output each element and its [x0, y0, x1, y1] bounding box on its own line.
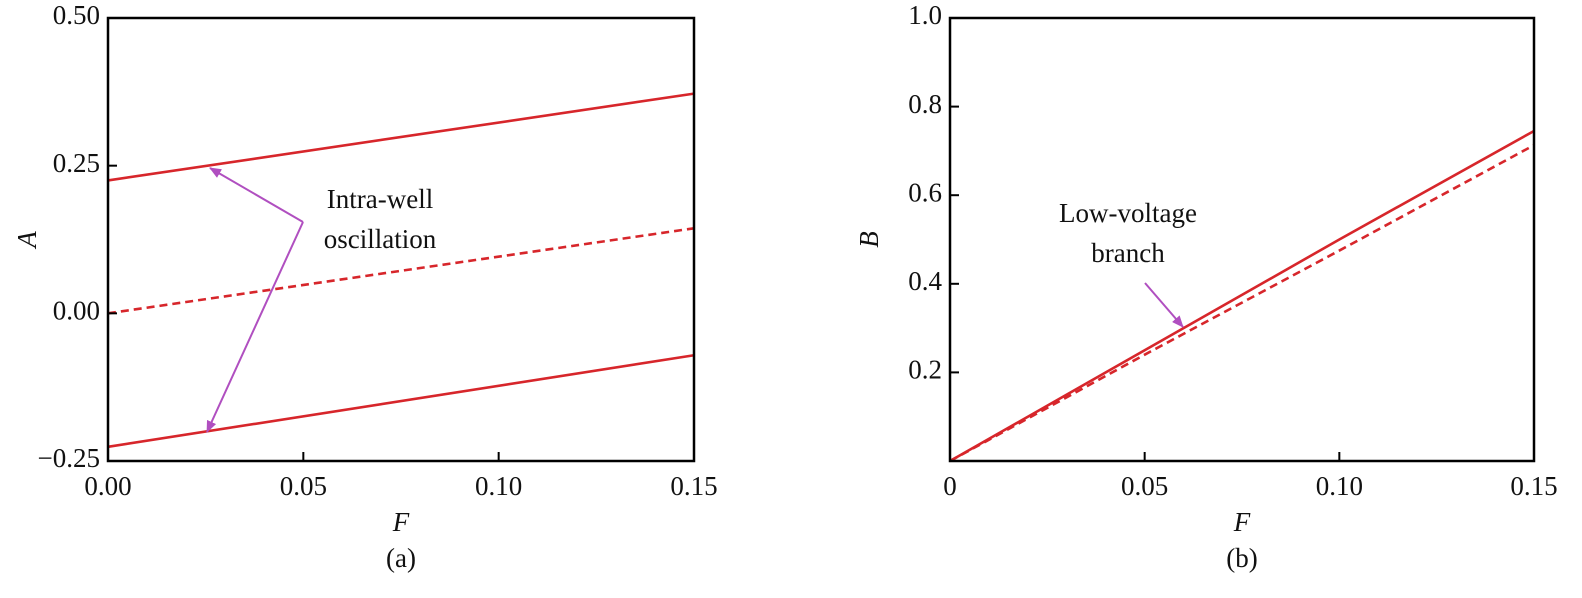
annotation-arrow	[206, 221, 304, 433]
plot-frame	[106, 16, 696, 463]
x-tick-label: 0	[943, 471, 957, 501]
y-tick-label: 0.6	[908, 177, 942, 207]
x-tick-label: 0.00	[84, 471, 131, 501]
y-axis-label: A	[12, 231, 42, 250]
series-line	[107, 226, 695, 315]
y-tick-label: 0.00	[53, 296, 100, 326]
plot-frame	[948, 16, 1536, 463]
annotation-text: oscillation	[324, 224, 437, 254]
y-axis-label: B	[854, 231, 884, 248]
x-tick-label: 0.10	[475, 471, 522, 501]
y-tick-label: 0.50	[53, 0, 100, 30]
x-tick-label: 0.05	[1121, 471, 1168, 501]
y-tick-label: 0.4	[908, 266, 942, 296]
panel-caption: (b)	[1226, 543, 1257, 573]
annotation-text: Low-voltage	[1059, 198, 1197, 228]
series-line	[107, 353, 695, 449]
y-tick-label: 0.25	[53, 148, 100, 178]
y-tick-label: −0.25	[38, 443, 100, 473]
y-tick-label: 0.2	[908, 355, 942, 385]
x-tick-label: 0.15	[670, 471, 717, 501]
x-axis-label: F	[1233, 507, 1251, 537]
annotation-text: Intra-well	[327, 184, 433, 214]
annotation-text: branch	[1091, 238, 1165, 268]
y-tick-label: 1.0	[908, 0, 942, 30]
x-tick-label: 0.05	[280, 471, 327, 501]
annotation-arrow	[209, 167, 304, 223]
x-tick-label: 0.15	[1510, 471, 1557, 501]
y-tick-label: 0.8	[908, 89, 942, 119]
series-line	[107, 92, 695, 182]
series-line	[949, 143, 1535, 463]
series-line	[949, 129, 1535, 463]
x-tick-label: 0.10	[1316, 471, 1363, 501]
annotation-arrow	[1144, 282, 1184, 328]
x-axis-label: F	[392, 507, 410, 537]
panel-caption: (a)	[386, 543, 416, 573]
